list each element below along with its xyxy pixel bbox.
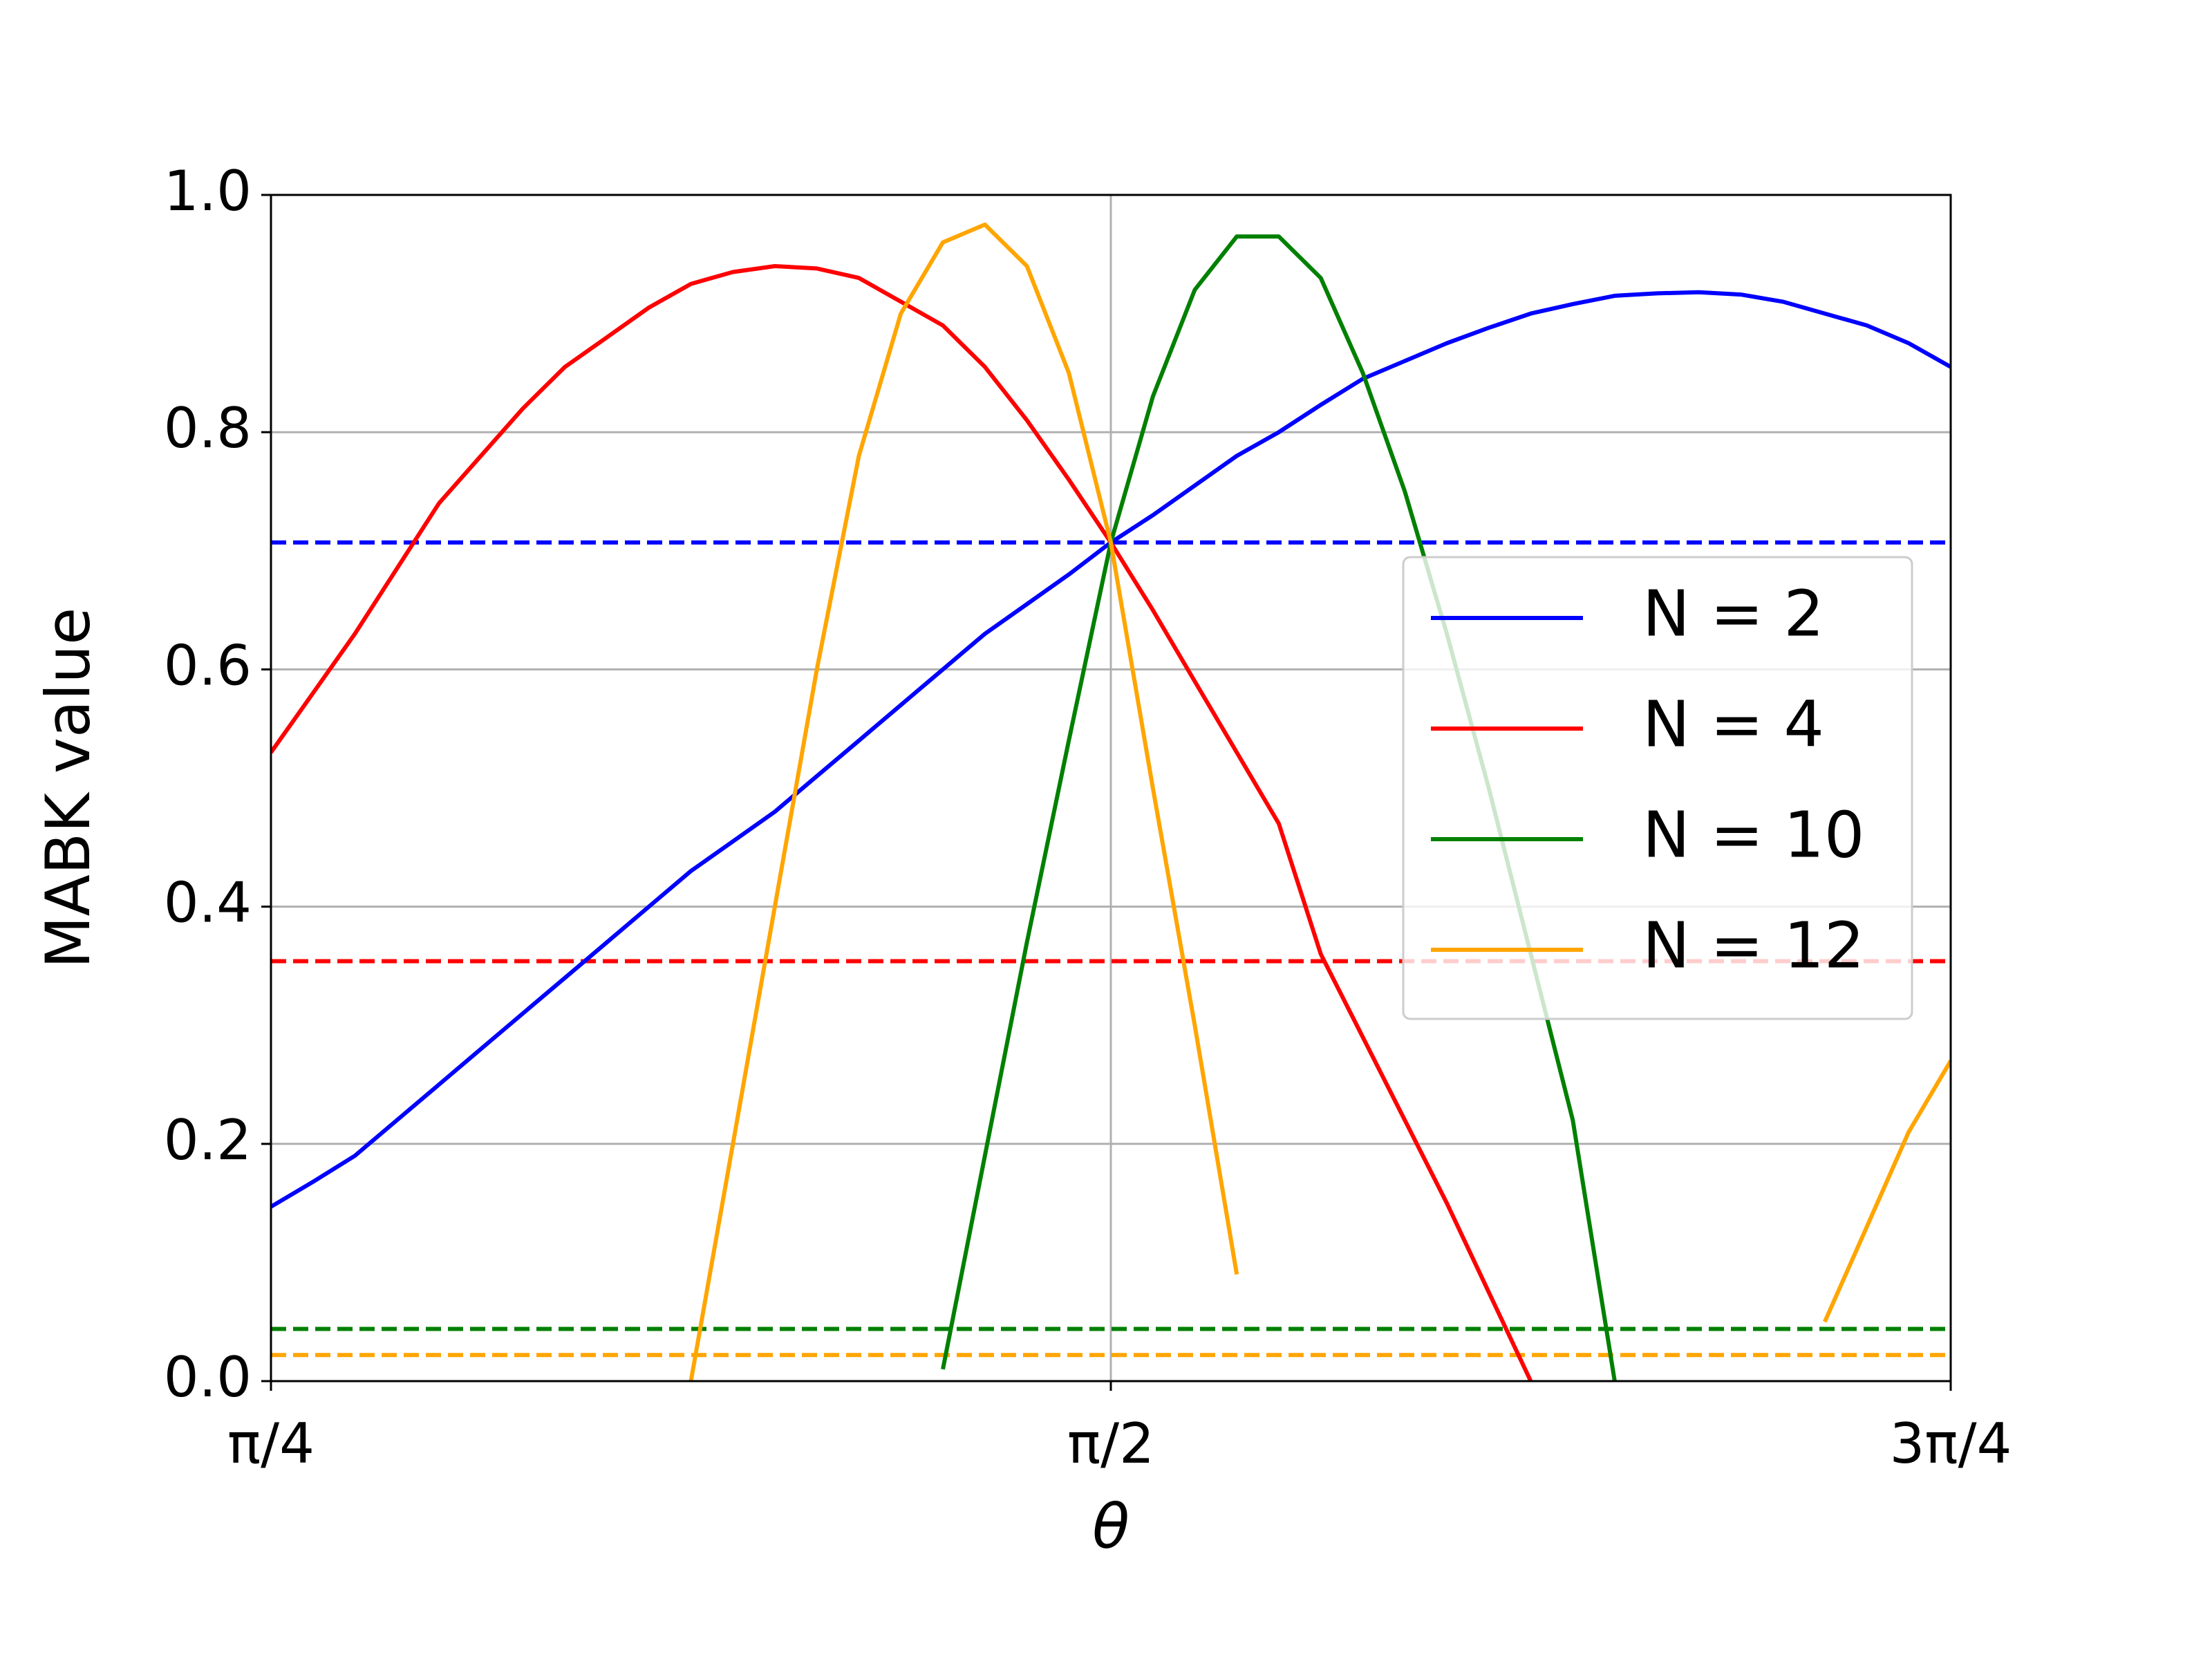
x-tick-label: π/4: [227, 1412, 315, 1476]
legend-label: N = 12: [1642, 908, 1864, 982]
y-tick-label: 0.0: [164, 1345, 252, 1409]
series-line: [688, 222, 1951, 1381]
y-tick-label: 0.6: [164, 633, 252, 697]
x-axis-label: θ: [1092, 1491, 1130, 1562]
ticks: 0.0 0.2 0.4 0.6 0.8 1.0 π/4 π/2 3π/4: [164, 159, 2012, 1476]
legend-box: [1402, 556, 1913, 1020]
series-line: [271, 264, 1533, 1381]
legend-label: N = 4: [1642, 687, 1824, 761]
x-tick-label: 3π/4: [1890, 1412, 2012, 1476]
legend-label: N = 10: [1642, 798, 1864, 872]
legend-label: N = 2: [1642, 577, 1824, 650]
x-tick-label: π/2: [1067, 1412, 1154, 1476]
y-tick-label: 0.8: [164, 396, 252, 460]
y-tick-label: 1.0: [164, 159, 252, 223]
y-tick-label: 0.2: [164, 1108, 252, 1172]
y-axis-label: MABK value: [32, 608, 104, 969]
legend: N = 2 N = 4 N = 10 N = 12: [1402, 556, 1913, 1020]
y-tick-label: 0.4: [164, 871, 252, 935]
